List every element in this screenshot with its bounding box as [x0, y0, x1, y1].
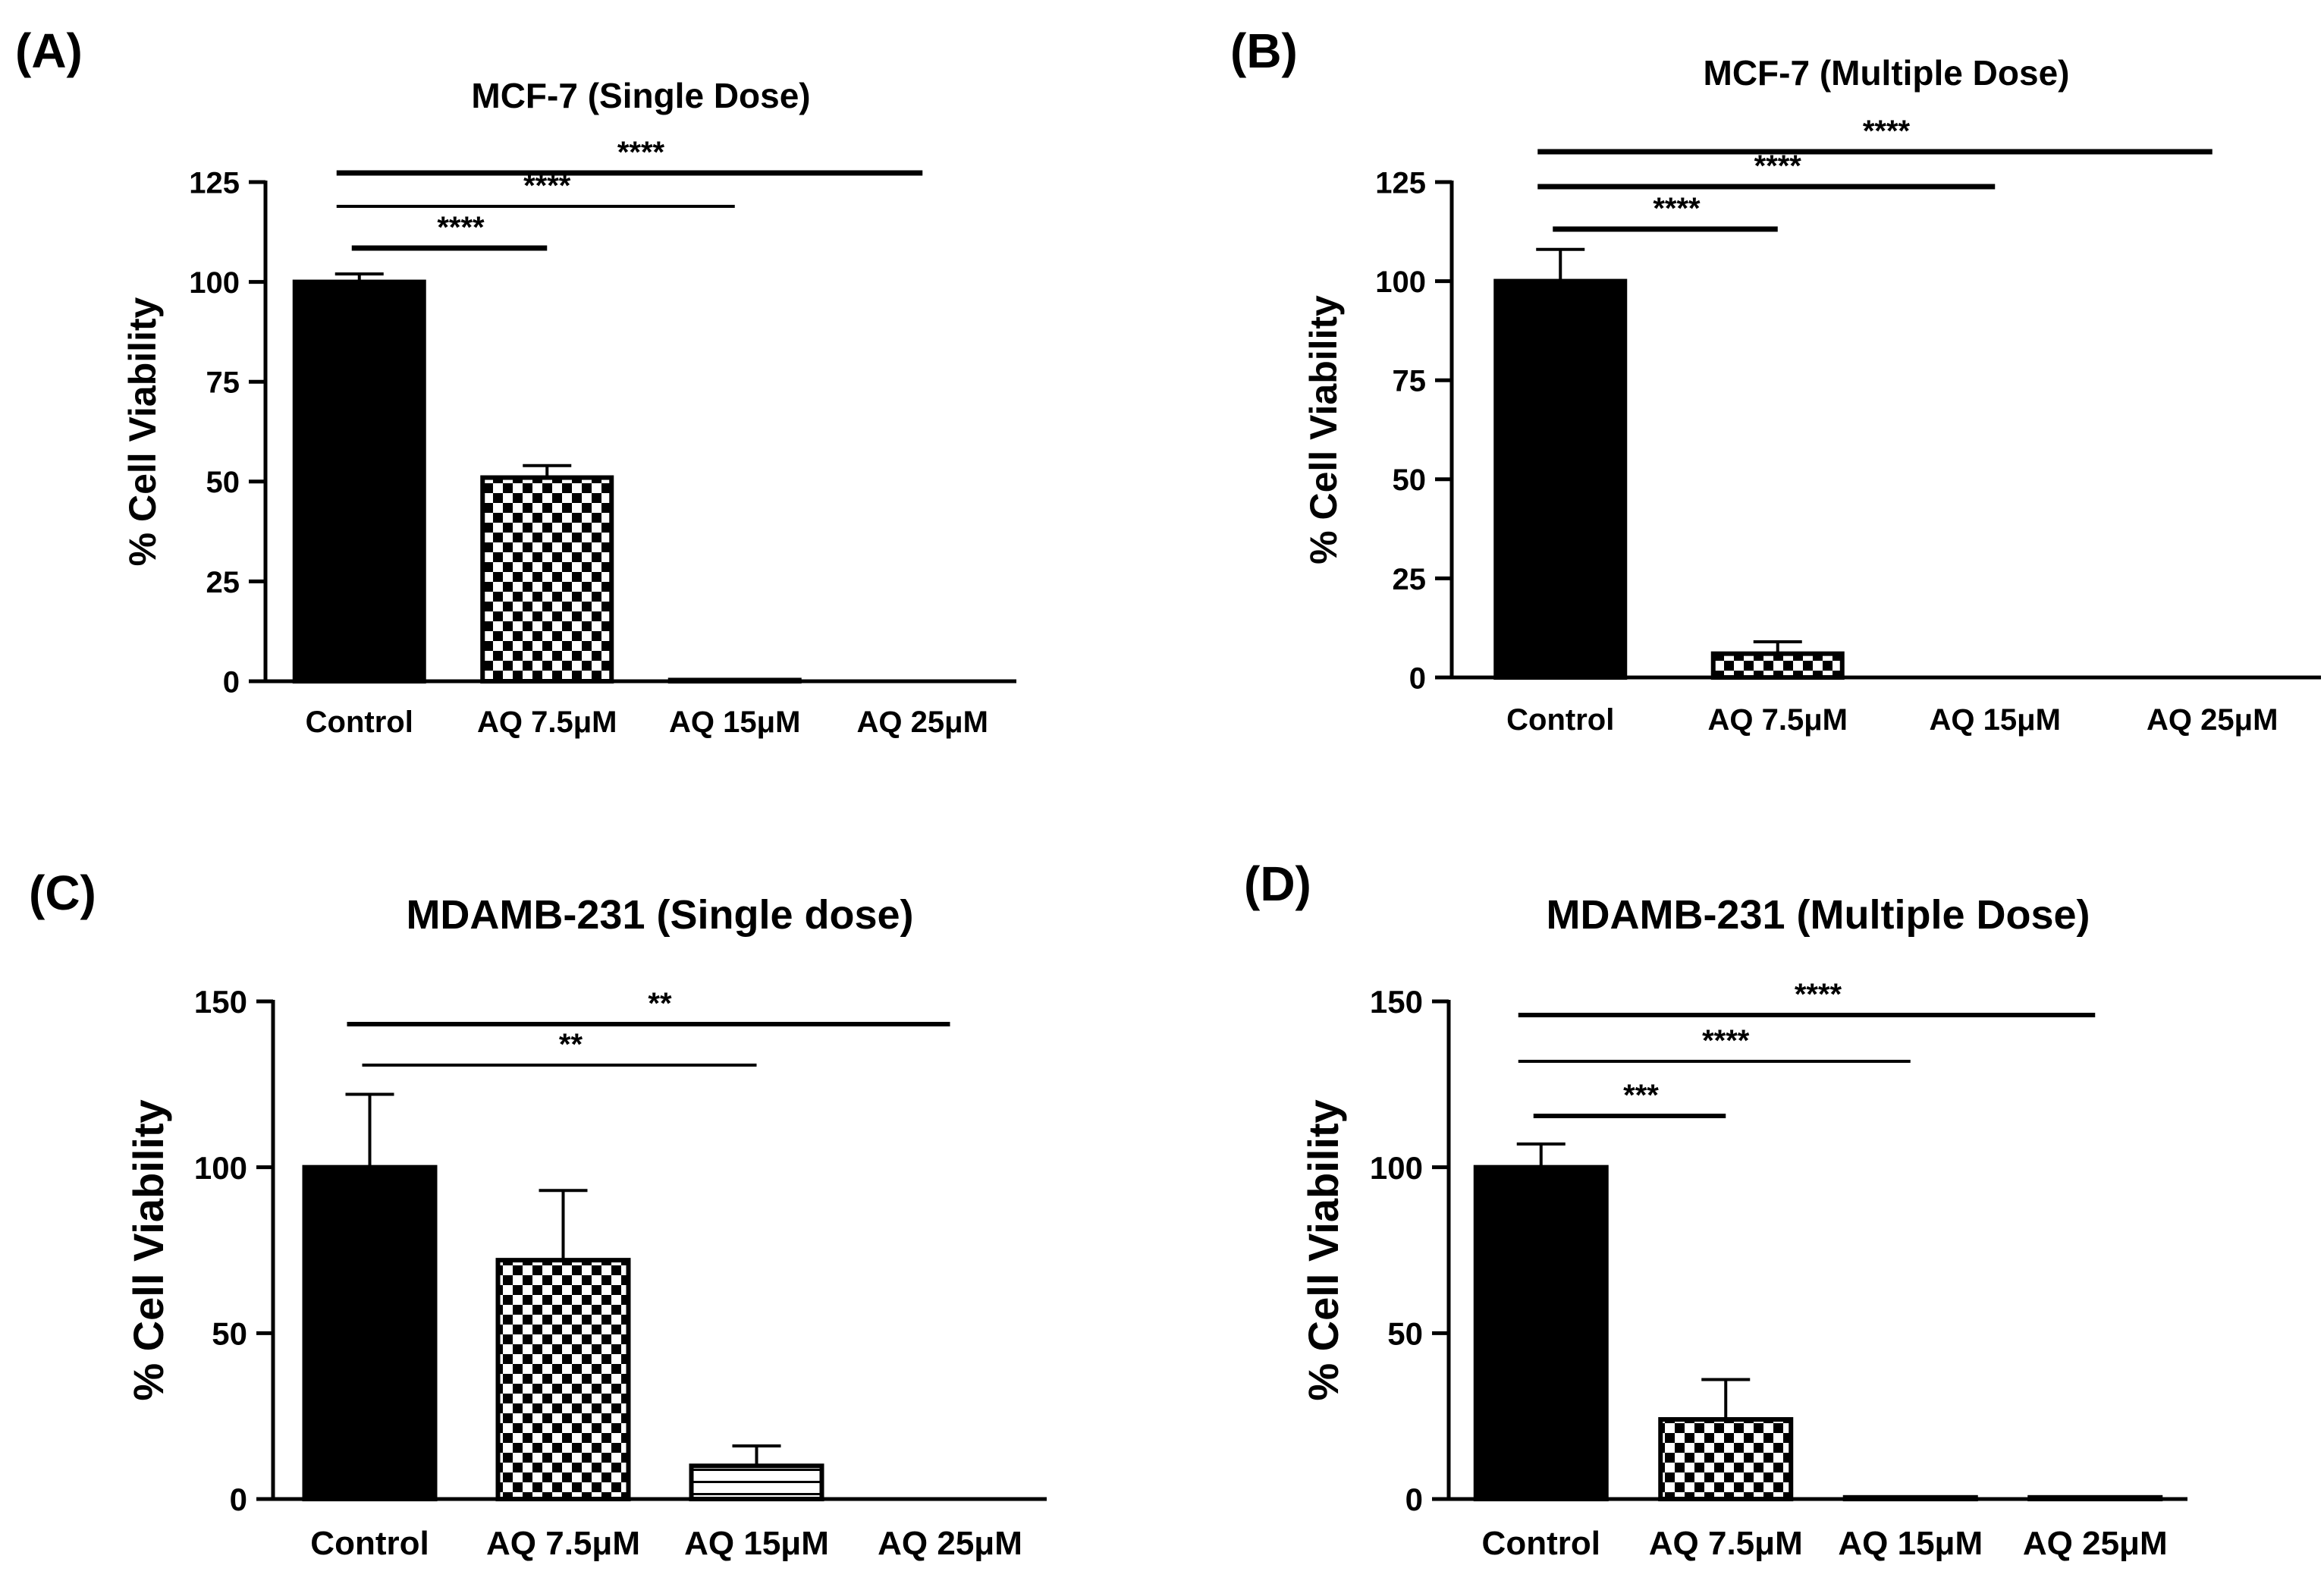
chart-title: MDAMB-231 (Single dose)	[406, 892, 913, 938]
y-tick-label: 125	[189, 166, 240, 200]
y-tick-label: 100	[194, 1150, 247, 1186]
bar-1	[1493, 278, 1628, 680]
panel-label-b: (B)	[1230, 24, 1298, 78]
category-label: AQ 25μM	[857, 706, 988, 739]
category-label: AQ 7.5μM	[486, 1525, 640, 1562]
significance-label-1: ****	[437, 211, 485, 244]
category-label: AQ 15μM	[1838, 1525, 1983, 1562]
y-tick-label: 50	[206, 466, 240, 499]
significance-label-3: ****	[617, 136, 665, 169]
bar-3	[667, 677, 802, 684]
panel-label-d: (D)	[1244, 856, 1311, 911]
y-tick-label: 50	[1393, 464, 1427, 497]
category-label: AQ 25μM	[2147, 703, 2278, 737]
chart-panel-b: MCF-7 (Multiple Dose) % Cell Viability 0 25…	[1302, 53, 2321, 737]
significance-label-1: ****	[1653, 192, 1701, 225]
y-tick-label: 75	[1393, 365, 1427, 398]
y-tick-label: 0	[230, 1482, 247, 1517]
category-label: AQ 15μM	[1930, 703, 2061, 737]
y-tick-label: 0	[1405, 1482, 1423, 1517]
category-label: AQ 7.5μM	[477, 706, 617, 739]
y-tick-label: 50	[212, 1315, 247, 1351]
y-tick-label: 100	[1370, 1150, 1423, 1186]
y-tick-label: 25	[206, 566, 240, 599]
category-label: AQ 15μM	[669, 706, 800, 739]
category-label: AQ 7.5μM	[1707, 703, 1848, 737]
bar-4	[2027, 1494, 2163, 1502]
bar-2	[480, 475, 614, 684]
category-label: Control	[1482, 1525, 1600, 1562]
bar-1	[292, 279, 426, 684]
significance-label-3: ****	[1795, 978, 1842, 1011]
bar-1	[302, 1164, 438, 1501]
chart-panel-c: MDAMB-231 (Single dose) % Cell Viability 0…	[124, 892, 1047, 1562]
bar-3	[689, 1463, 824, 1501]
y-axis-label: % Cell Viability	[1302, 295, 1345, 564]
y-axis-label: % Cell Viability	[1299, 1099, 1347, 1400]
significance-label-2: **	[648, 987, 672, 1020]
panel-label-c: (C)	[29, 866, 96, 920]
category-label: Control	[310, 1525, 429, 1562]
y-tick-label: 100	[1375, 266, 1426, 299]
y-axis-label: % Cell Viability	[121, 297, 164, 566]
y-tick-label: 0	[1409, 662, 1426, 695]
bar-1	[1473, 1164, 1609, 1501]
category-label: Control	[306, 706, 413, 739]
significance-label-1: ***	[1623, 1079, 1659, 1112]
panel-label-a: (A)	[15, 24, 83, 78]
significance-label-3: ****	[1863, 115, 1911, 148]
significance-label-2: ****	[1754, 149, 1802, 183]
bar-2	[495, 1258, 631, 1501]
y-tick-label: 150	[194, 984, 247, 1020]
y-tick-label: 50	[1387, 1315, 1423, 1351]
y-tick-label: 150	[1370, 984, 1423, 1020]
chart-panel-a: MCF-7 (Single Dose) % Cell Viability 0 25 50…	[121, 76, 1016, 739]
category-label: AQ 25μM	[2023, 1525, 2168, 1562]
y-tick-label: 25	[1393, 563, 1427, 596]
significance-label-1: **	[559, 1028, 583, 1061]
significance-label-2: ****	[1702, 1024, 1750, 1058]
bar-2	[1658, 1417, 1794, 1501]
category-label: Control	[1506, 703, 1614, 737]
chart-title: MCF-7 (Multiple Dose)	[1704, 53, 2070, 93]
y-tick-label: 0	[223, 665, 240, 699]
bar-3	[1842, 1494, 1978, 1502]
y-tick-label: 100	[189, 266, 240, 300]
y-tick-label: 75	[206, 366, 240, 400]
category-label: AQ 25μM	[878, 1525, 1022, 1562]
y-axis-label: % Cell Viability	[124, 1099, 172, 1400]
chart-panel-d: MDAMB-231 (Multiple Dose) % Cell Viabilit…	[1299, 892, 2187, 1562]
category-label: AQ 15μM	[684, 1525, 829, 1562]
category-label: AQ 7.5μM	[1649, 1525, 1803, 1562]
chart-title: MDAMB-231 (Multiple Dose)	[1546, 892, 2090, 938]
y-tick-label: 125	[1375, 166, 1426, 200]
bar-2	[1710, 651, 1845, 680]
chart-title: MCF-7 (Single Dose)	[471, 76, 810, 115]
